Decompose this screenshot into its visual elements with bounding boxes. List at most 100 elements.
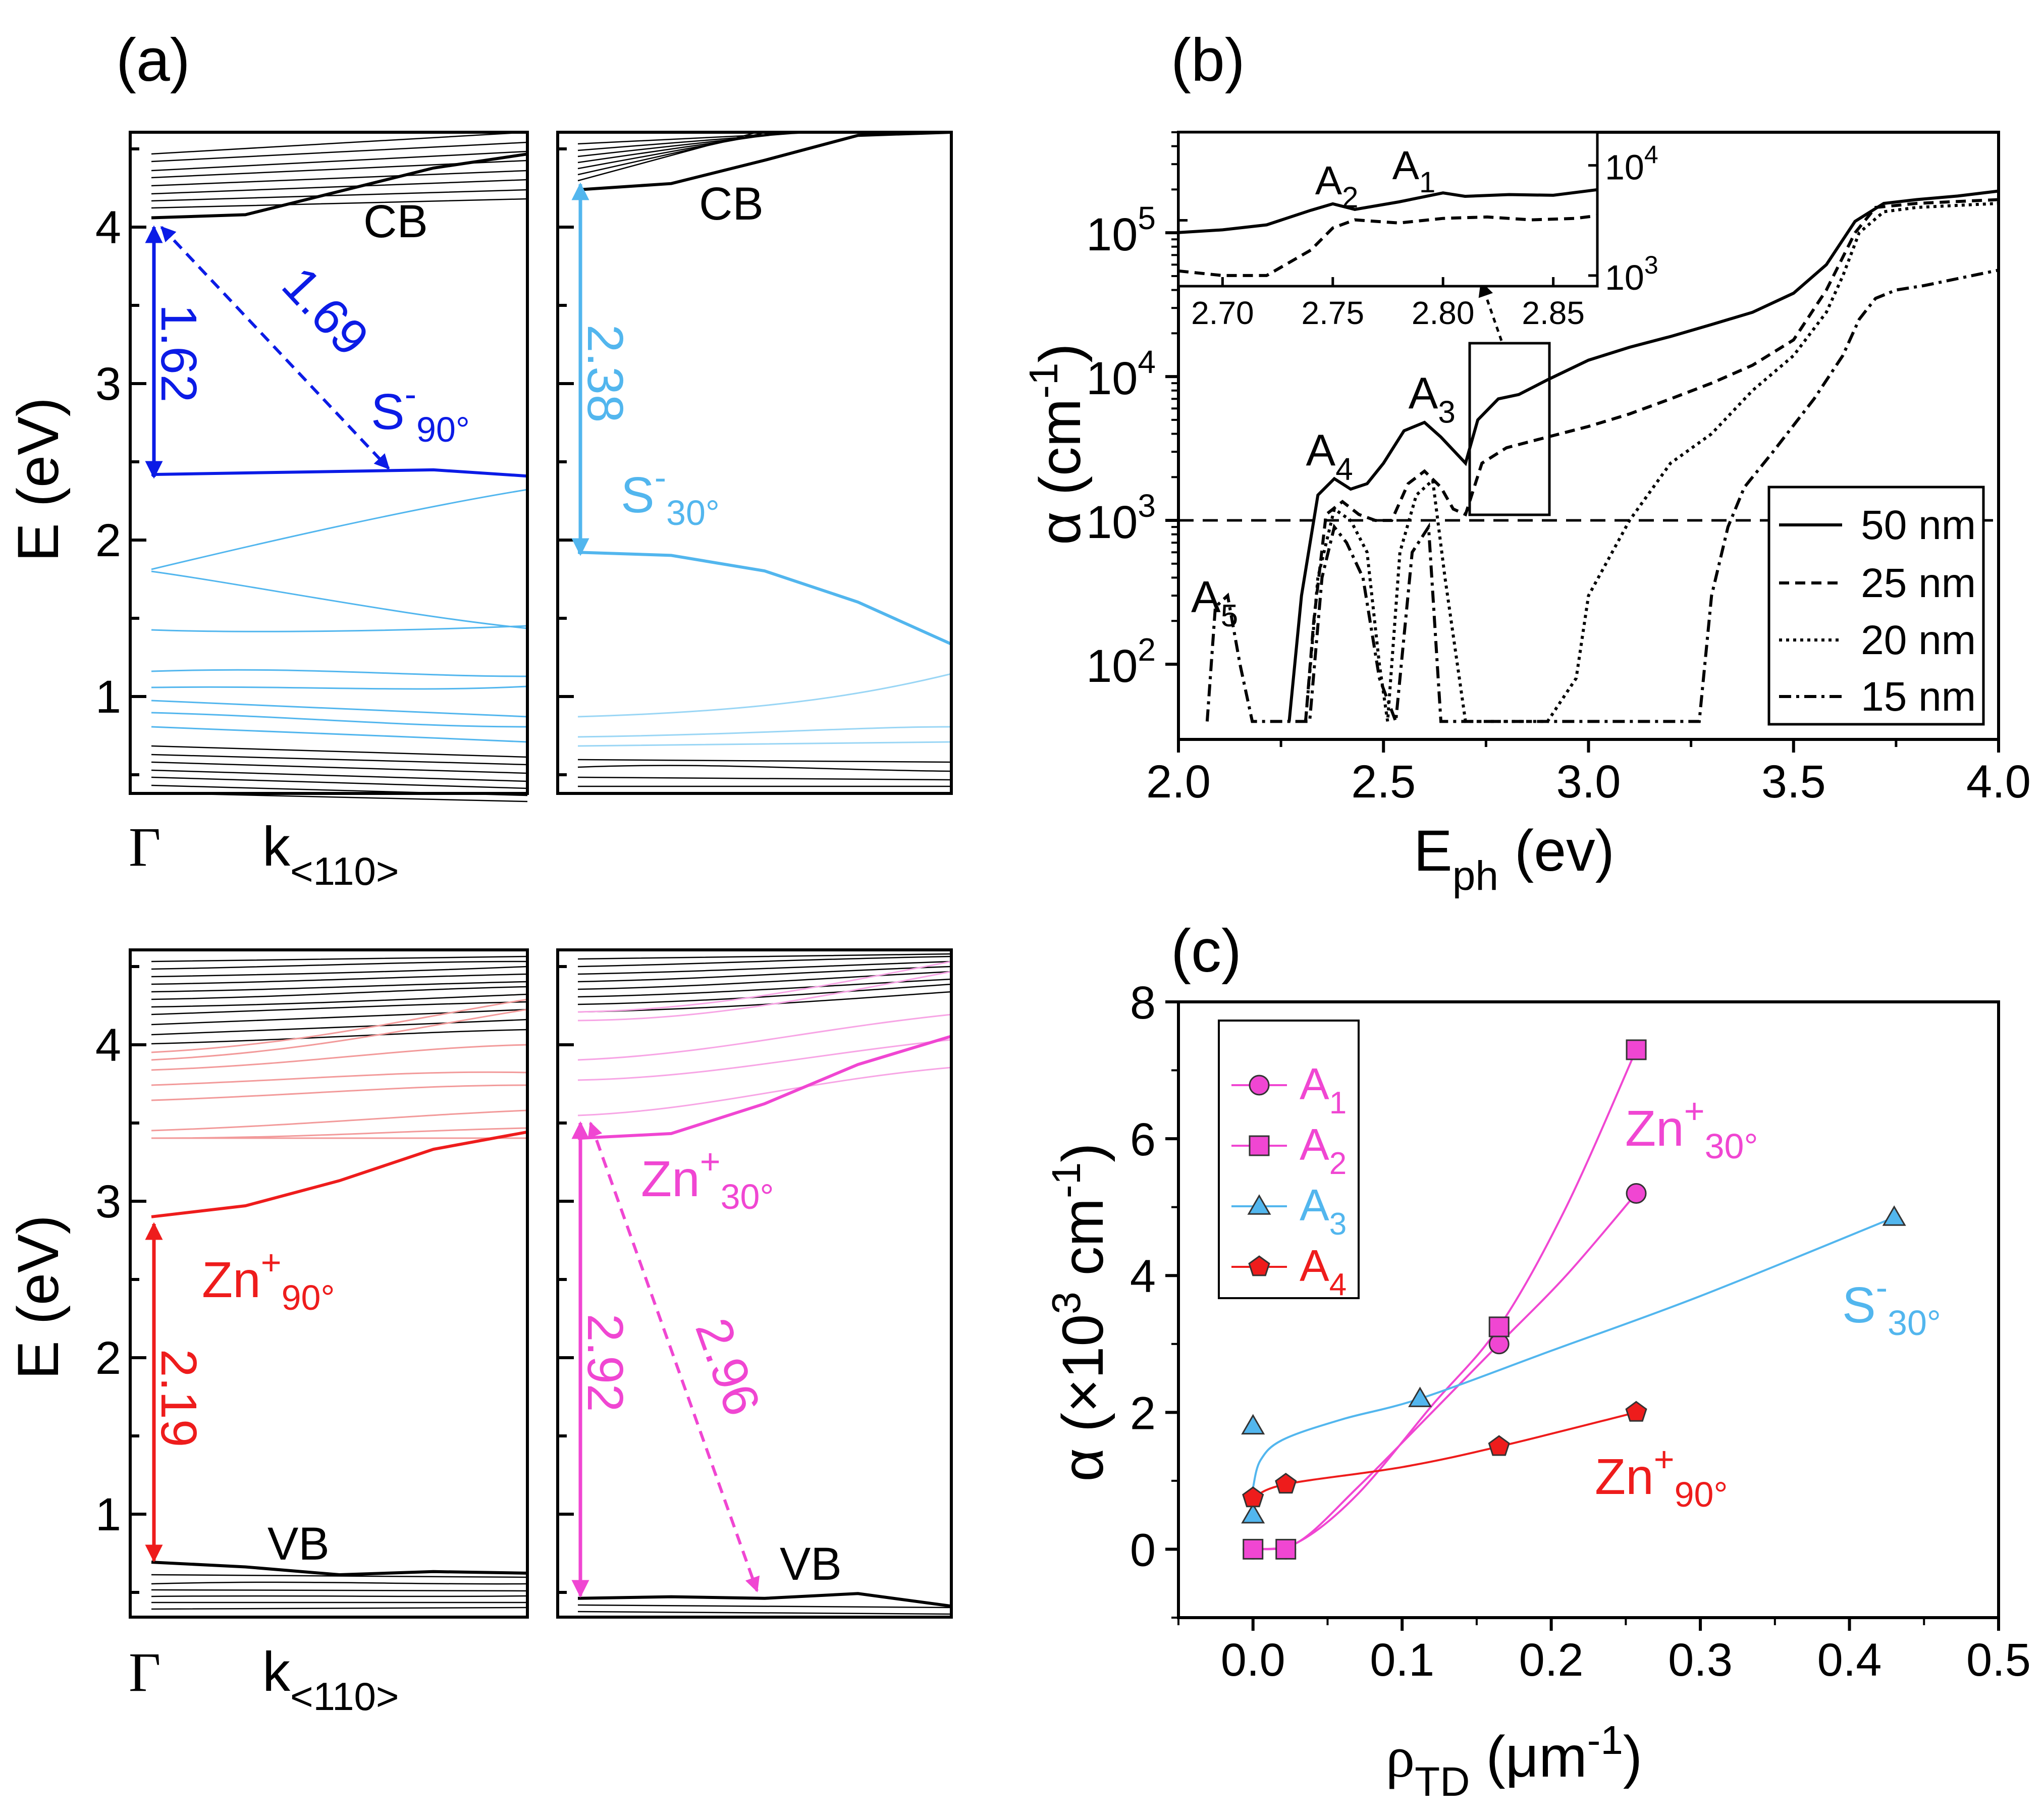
xtick-label-c-2: 0.2 [1519, 1634, 1584, 1686]
inset-b-peak-labels: A2 A1 [1315, 143, 1436, 214]
legend-item-20nm: 20 nm [1779, 617, 1976, 663]
ytick-label-c-3: 6 [1130, 1114, 1156, 1165]
xlabel-gamma-a-bottom: Γ [129, 1641, 161, 1703]
xtick-label-b-4: 4.0 [1966, 756, 2031, 808]
vb-manifold-a-br [577, 1604, 952, 1615]
ytick-a-bottom-2: 2 [95, 1332, 121, 1384]
transition-label-2-92: 2.92 [577, 1314, 633, 1412]
xlabel-k-a-bottom: k<110> [262, 1641, 399, 1719]
cb-manifold-a-br [577, 953, 952, 1013]
ylabel-c: α (×103 cm-1) [1044, 1143, 1115, 1482]
ylabel-a-top: E (eV) [6, 397, 71, 562]
defect-level-a-br [577, 1035, 952, 1140]
vb-edge-a-bl [151, 1561, 528, 1577]
subpanel-a-top-left: E (eV) 1 2 3 4 CB 1.62 1.69 S-90° [6, 131, 529, 803]
defect-label-zn90: Zn+90° [202, 1243, 335, 1317]
c-markers [1241, 1039, 1906, 1560]
legend-c-marker-2 [1247, 1194, 1271, 1215]
fit-curve-A2 [1253, 1049, 1637, 1551]
cb-manifold-a-bl [151, 955, 528, 1045]
inset-peak-label-A1: A1 [1392, 143, 1436, 199]
xtick-label-c-4: 0.4 [1817, 1634, 1882, 1686]
frame-a-bl [129, 948, 529, 1619]
cb-edge-a-tr [577, 131, 952, 191]
xtick-label-b-3: 3.5 [1761, 756, 1826, 808]
marker-A3-2 [1408, 1386, 1432, 1407]
zoom-box-b [1468, 342, 1551, 516]
bands-a-tl [151, 131, 528, 803]
marker-A1-2 [1488, 1333, 1510, 1355]
vb-manifold-a-tl [151, 745, 528, 803]
ytick-a-bottom-1: 1 [95, 1489, 121, 1540]
subpanel-a-bottom-left: E (eV) 1 2 3 4 VB 2.19 Zn+90° [6, 948, 529, 1619]
legend-item-15nm: 15 nm [1779, 674, 1976, 720]
legend-c-label-a2: A2 [1300, 1119, 1347, 1181]
marker-A3-0 [1241, 1503, 1265, 1524]
defect-level-a-tr [577, 551, 952, 646]
ytick-label-b-2: 104 [1086, 344, 1156, 404]
xtick-label-c-5: 0.5 [1966, 1634, 2031, 1686]
ytick-marks-a-tr [558, 147, 574, 776]
ytick-a-bottom-4: 4 [95, 1020, 121, 1071]
xtick-label-c-0: 0.0 [1221, 1634, 1285, 1686]
xtick-label-b-0: 2.0 [1146, 756, 1211, 808]
peak-label-b-A4: A4 [1306, 425, 1353, 487]
xlabel-gamma-a-top: Γ [129, 816, 161, 878]
curve-label-zn90: Zn+90° [1595, 1439, 1728, 1514]
xlabel-b: Eph (ev) [1414, 819, 1615, 899]
defect-label-s90: S-90° [371, 375, 470, 449]
bands-a-br [577, 953, 952, 1615]
inset-xtick-label-3: 2.85 [1522, 295, 1585, 331]
bands-a-tr [577, 131, 952, 787]
cb-edge-a-tl [151, 152, 528, 220]
defect-manifold-a-br [577, 960, 952, 1116]
legend-c: A1 A2 A3 A4 [1218, 1020, 1360, 1302]
marker-A2-2 [1488, 1316, 1510, 1338]
ylabel-a-bottom: E (eV) [6, 1215, 71, 1379]
xlabel-k-a-top: k<110> [262, 816, 399, 893]
legend-c-marker-0 [1249, 1075, 1270, 1096]
vb-manifold-a-bl [151, 1574, 528, 1610]
bands-a-bl [151, 955, 528, 1610]
transition-label-2-19: 2.19 [150, 1349, 207, 1448]
peak-label-b-A5: A5 [1191, 572, 1238, 633]
defect-label-zn30: Zn+30° [641, 1142, 774, 1216]
ytick-label-c-1: 2 [1130, 1387, 1156, 1439]
inset-b: A2 A1 2.70 2.75 2.80 2.85 103 104 [1177, 131, 1658, 331]
xtick-label-c-1: 0.1 [1370, 1634, 1434, 1686]
xtick-label-b-1: 2.5 [1351, 756, 1416, 808]
marker-A1-3 [1626, 1183, 1647, 1204]
series-b-15nm [1205, 269, 1999, 723]
ytick-label-c-0: 0 [1130, 1524, 1156, 1576]
legend-label-50nm: 50 nm [1861, 502, 1976, 548]
zoom-arrow-b [1478, 281, 1503, 341]
marker-A2-0 [1243, 1538, 1264, 1560]
inset-series-b-50nm [1178, 188, 1598, 234]
marker-A2-1 [1275, 1538, 1297, 1560]
curve-label-zn30: Zn+30° [1625, 1091, 1758, 1166]
legend-c-label-a1: A1 [1300, 1059, 1347, 1120]
legend-c-swatches [1231, 1075, 1287, 1276]
ytick-marks-a-bl [130, 965, 146, 1594]
ytick-label-c-4: 8 [1130, 977, 1156, 1029]
ytick-a-bottom-3: 3 [95, 1176, 121, 1227]
panel-label-b: (b) [1171, 26, 1245, 94]
inset-b-axes: 2.70 2.75 2.80 2.85 103 104 [1177, 131, 1658, 331]
inset-frame-b [1177, 131, 1599, 288]
cb-manifold-a-tr [577, 131, 818, 182]
peak-label-b-A3: A3 [1409, 368, 1456, 430]
marker-A4-3 [1625, 1401, 1647, 1422]
band-label-cb-a-tl: CB [363, 196, 428, 247]
defect-level-a-bl [151, 1130, 528, 1218]
legend-item-25nm: 25 nm [1779, 560, 1976, 606]
defect-manifold-a-tr [577, 673, 952, 747]
inset-ytick-right-label-1: 104 [1605, 141, 1658, 187]
legend-item-50nm: 50 nm [1779, 502, 1976, 548]
legend-c-label-a4: A4 [1300, 1241, 1347, 1302]
subpanel-a-bottom-right: VB 2.92 2.96 Zn+30° [556, 948, 953, 1619]
frame-a-tr [556, 131, 953, 795]
ytick-label-b-3: 105 [1086, 200, 1156, 260]
defect-manifold-a-bl [151, 998, 528, 1139]
transition-label-1-69: 1.69 [272, 256, 380, 366]
marker-A3-1 [1241, 1414, 1265, 1435]
